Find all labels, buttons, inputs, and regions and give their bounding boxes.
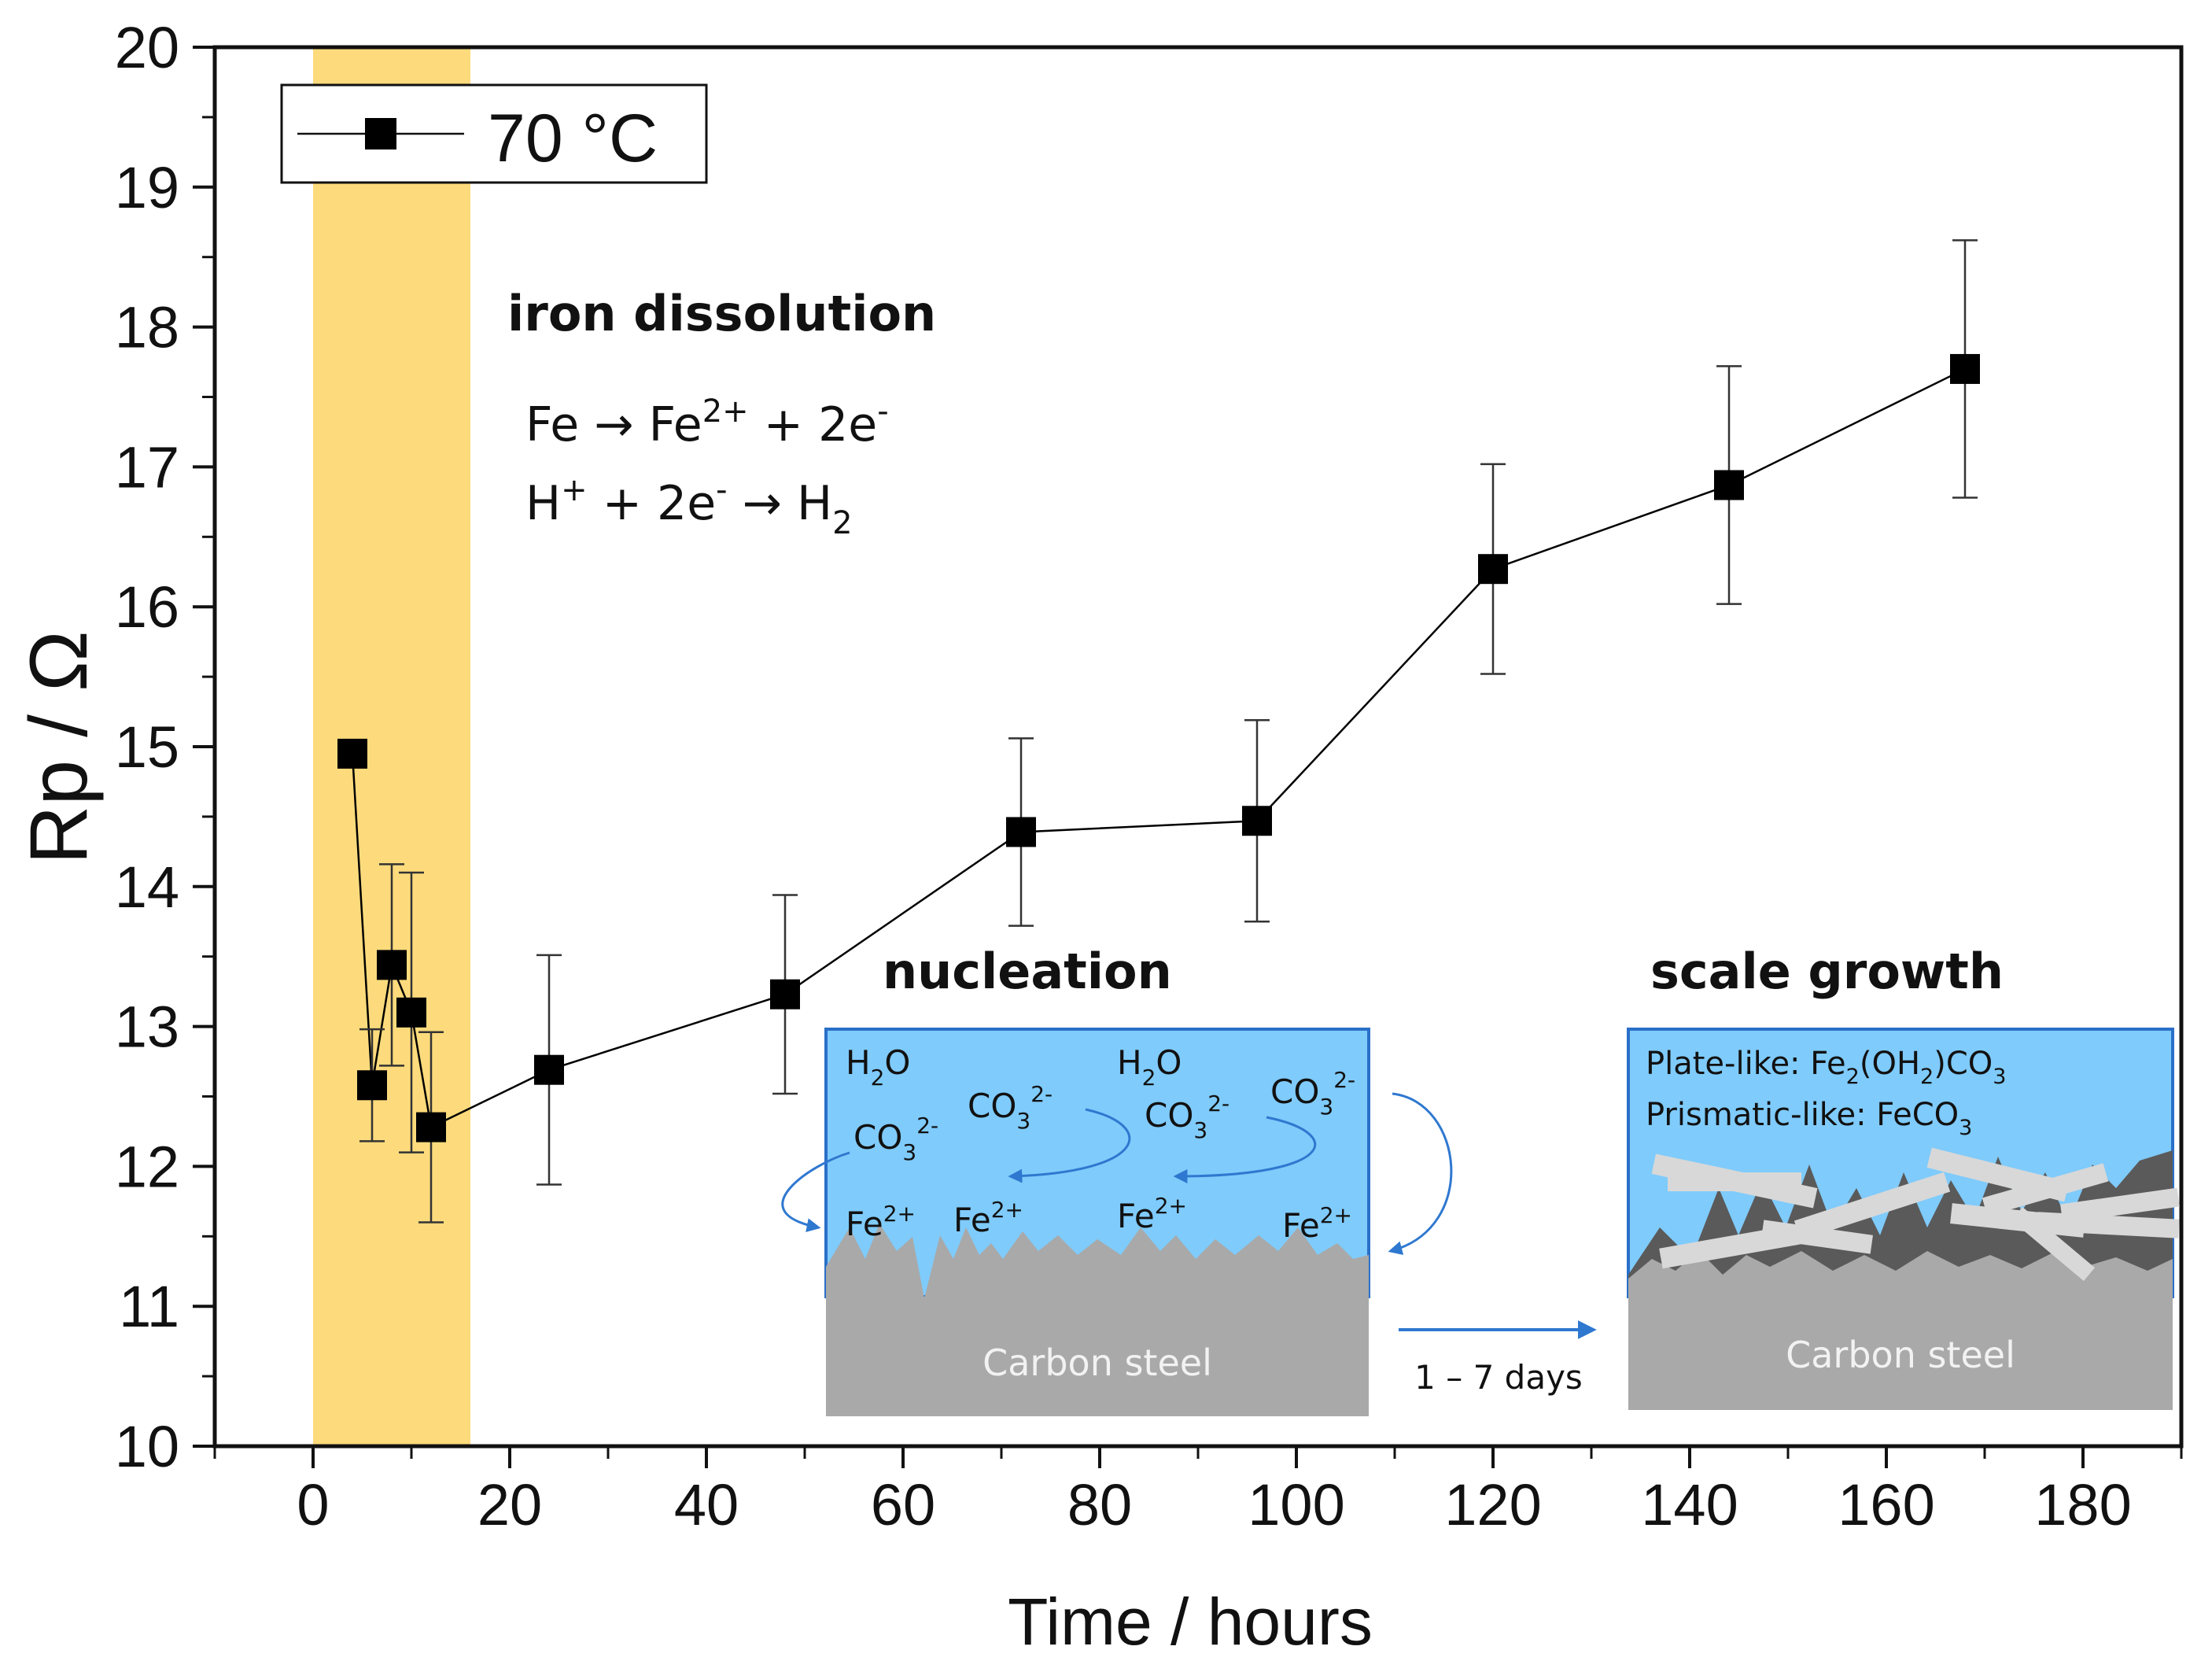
- ion-flow-arrow: [1173, 1116, 1317, 1183]
- ion-flow-arrow: [1388, 1092, 1453, 1255]
- iron-dissolution-band: [313, 47, 470, 1446]
- fe2-label: Fe2+: [846, 1201, 916, 1243]
- prismatic-like-label: Prismatic-like: FeCO3: [1646, 1097, 1972, 1140]
- y-tick-label: 12: [115, 1134, 179, 1199]
- x-tick-label: 100: [1248, 1472, 1344, 1537]
- nucleation-rough-surface: [826, 1224, 1369, 1298]
- legend: 70 °C: [280, 83, 708, 184]
- scale-carbon-steel: [1628, 1297, 2173, 1410]
- iron-dissolution-annotation: iron dissolution Fe → Fe2+ + 2e- H+ + 2e…: [507, 285, 936, 541]
- scale-carbon-steel-label: Carbon steel: [1786, 1334, 2015, 1376]
- nucleation-carbon-steel-label: Carbon steel: [982, 1342, 1212, 1384]
- x-tick-label: 80: [1067, 1472, 1132, 1537]
- data-point: [396, 997, 426, 1028]
- h2o-label: H2O: [846, 1043, 910, 1091]
- y-tick-label: 20: [115, 15, 179, 80]
- series-layer: [337, 239, 1980, 1224]
- fe2-label: Fe2+: [1282, 1202, 1352, 1245]
- co3-label: CO32-: [853, 1113, 938, 1165]
- data-point: [1950, 353, 1980, 384]
- data-point: [337, 738, 367, 769]
- scale-growth-schematic: scale growth Carbon steel Plate-like: Fe…: [1627, 943, 2180, 1410]
- co3-label: CO32-: [1145, 1091, 1230, 1143]
- legend-label: 70 °C: [488, 101, 658, 176]
- data-point: [1478, 554, 1508, 585]
- y-tick-label: 11: [119, 1274, 179, 1339]
- data-point: [416, 1112, 446, 1142]
- y-tick-label: 18: [115, 295, 179, 360]
- transition-label: 1 – 7 days: [1414, 1358, 1583, 1397]
- x-tick-label: 0: [297, 1472, 329, 1537]
- data-point: [357, 1070, 387, 1101]
- plate-like-label: Plate-like: Fe2(OH2)CO3: [1646, 1046, 2006, 1089]
- x-tick-label: 120: [1444, 1472, 1541, 1537]
- series-line: [351, 367, 1966, 1129]
- h2o-label: H2O: [1117, 1043, 1182, 1091]
- data-point: [1242, 806, 1272, 836]
- nucleation-carbon-steel: [826, 1297, 1369, 1416]
- x-tick-label: 160: [1838, 1472, 1934, 1537]
- scale-growth-title: scale growth: [1650, 943, 2004, 1000]
- reaction-1: Fe → Fe2+ + 2e-: [525, 393, 889, 452]
- data-point: [1006, 817, 1036, 847]
- legend-marker: [365, 118, 396, 149]
- co3-label: CO32-: [968, 1081, 1053, 1134]
- x-tick-label: 20: [477, 1472, 542, 1537]
- y-tick-label: 10: [115, 1414, 179, 1479]
- fe2-label: Fe2+: [953, 1197, 1023, 1239]
- nucleation-schematic: nucleation Carbon steel H2O H2O CO32- CO…: [781, 943, 1453, 1416]
- transition: 1 – 7 days: [1399, 1320, 1597, 1397]
- data-point: [377, 950, 407, 980]
- data-point: [534, 1054, 564, 1085]
- y-tick-label: 14: [115, 854, 179, 920]
- ion-flow-arrow: [1008, 1108, 1131, 1183]
- x-tick-labels: 0 20 40 60 80 100 120 140 160 180: [297, 1472, 2131, 1537]
- y-tick-label: 16: [115, 574, 179, 640]
- y-tick-label: 13: [115, 995, 179, 1060]
- x-tick-label: 60: [871, 1472, 935, 1537]
- x-tick-label: 180: [2034, 1472, 2131, 1537]
- ion-flow-arrow: [781, 1151, 850, 1232]
- data-point: [770, 979, 800, 1009]
- y-tick-label: 17: [115, 434, 179, 500]
- y-tick-label: 19: [115, 155, 179, 220]
- co3-label: CO32-: [1270, 1067, 1355, 1120]
- fe2-label: Fe2+: [1117, 1193, 1187, 1235]
- plate-crystals: [1651, 1147, 2180, 1281]
- x-tick-label: 140: [1641, 1472, 1738, 1537]
- y-tick-labels: 10 11 12 13 14 15 16 17 18 19 20: [115, 15, 179, 1479]
- iron-dissolution-title: iron dissolution: [507, 285, 936, 342]
- data-point: [1714, 470, 1744, 500]
- axis-ticks: [193, 46, 2183, 1468]
- x-axis-label: Time / hours: [1008, 1585, 1373, 1659]
- nucleation-title: nucleation: [883, 943, 1172, 1000]
- x-tick-label: 40: [674, 1472, 739, 1537]
- scale-steel-surface: [1628, 1251, 2173, 1298]
- y-tick-label: 15: [115, 714, 179, 780]
- reaction-2: H+ + 2e- → H2: [525, 472, 853, 541]
- y-axis-label: Rp / Ω: [13, 630, 105, 864]
